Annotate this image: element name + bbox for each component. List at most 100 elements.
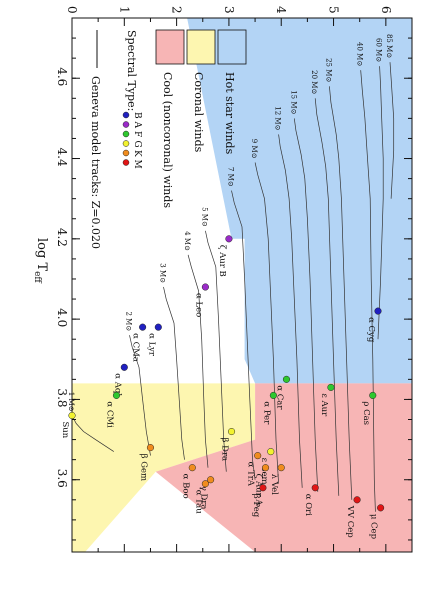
track-11 bbox=[163, 286, 185, 460]
x-tick-label: 3.6 bbox=[55, 469, 69, 488]
star-label: α Tau bbox=[193, 490, 203, 515]
star-label: ε Gem bbox=[259, 458, 269, 485]
star-point bbox=[311, 484, 319, 492]
star-point bbox=[146, 444, 155, 452]
spectral-type-label: F bbox=[132, 131, 142, 137]
region-0 bbox=[187, 18, 412, 384]
star-label: ε Aur bbox=[319, 393, 329, 417]
track-label: 2 M⊙ bbox=[125, 311, 133, 331]
track-label: 25 M⊙ bbox=[324, 58, 332, 82]
track-10 bbox=[187, 254, 209, 468]
track-1 bbox=[377, 66, 384, 340]
star-point bbox=[207, 476, 215, 484]
track-9 bbox=[205, 230, 227, 472]
star-label: β Peg bbox=[251, 494, 261, 518]
spectral-type-dot bbox=[122, 149, 130, 157]
star-point bbox=[154, 323, 162, 331]
x-axis-label: log Teff bbox=[32, 238, 49, 283]
spectral-type-title: Spectral Type: bbox=[125, 30, 138, 111]
track-7 bbox=[254, 162, 279, 484]
star-point bbox=[282, 375, 291, 383]
legend-swatch bbox=[217, 29, 247, 65]
star-label: α Ori bbox=[303, 494, 313, 516]
axis-ticks: 0 1 2 3 4 5 6 4.6 4.4 4.2 4.0 3.8 3.6 bbox=[55, 6, 412, 552]
star-point bbox=[188, 464, 196, 472]
track-13 bbox=[71, 415, 114, 452]
x-tick-label: 4.2 bbox=[55, 228, 69, 247]
model-tracks: 85 M⊙60 M⊙ 40 M⊙ 25 M⊙ 20 M⊙ 15 M⊙ 12 M⊙ 9 M⊙ 7… bbox=[67, 34, 395, 512]
star-point bbox=[327, 383, 335, 391]
legend-region-label: Hot star winds bbox=[223, 72, 236, 155]
track-label: 5 M⊙ bbox=[200, 207, 208, 227]
star-label: α Lyr bbox=[146, 333, 156, 357]
star-label: γ Dra bbox=[199, 486, 209, 510]
star-label: α Leo bbox=[193, 293, 203, 317]
star-label: VV Cep bbox=[345, 505, 355, 539]
star-label: α Cyg bbox=[366, 317, 376, 343]
x-tick-label: 4.4 bbox=[55, 148, 69, 167]
spectral-type-label: A bbox=[132, 121, 142, 129]
spectral-type-label: G bbox=[132, 141, 142, 148]
track-label: 85 M⊙ bbox=[385, 34, 393, 58]
star-point bbox=[374, 307, 382, 315]
star-point bbox=[267, 448, 275, 456]
x-tick-label: 4.0 bbox=[55, 308, 69, 327]
y-tick-label: 0 bbox=[65, 6, 79, 14]
track-label: 40 M⊙ bbox=[356, 42, 364, 66]
spectral-type-dot bbox=[122, 130, 130, 138]
track-label: 60 M⊙ bbox=[375, 38, 383, 62]
spectral-type-dot bbox=[122, 121, 130, 128]
star-label: ζ Aur B bbox=[217, 245, 227, 277]
star-point bbox=[112, 391, 121, 399]
spectral-type-dot bbox=[122, 159, 130, 166]
y-tick-label: 4 bbox=[274, 6, 288, 14]
star-point bbox=[254, 452, 262, 460]
spectral-type-dot bbox=[122, 111, 130, 119]
star-point bbox=[269, 391, 277, 399]
star-point bbox=[261, 464, 270, 472]
star-point bbox=[201, 480, 209, 488]
track-5 bbox=[293, 118, 319, 492]
star-point bbox=[377, 504, 385, 512]
track-legend-label: Geneva model tracks: Z=0.020 bbox=[89, 76, 102, 249]
star-point bbox=[201, 283, 209, 291]
star-point bbox=[68, 411, 76, 420]
star-point bbox=[353, 496, 361, 504]
plot-frame bbox=[71, 17, 413, 553]
spectral-type-dot bbox=[122, 140, 130, 147]
star-point bbox=[120, 363, 128, 371]
track-label: 4 M⊙ bbox=[183, 231, 191, 251]
legend-swatch bbox=[155, 29, 185, 65]
x-tick-label: 3.8 bbox=[55, 388, 69, 407]
region-1 bbox=[72, 383, 256, 552]
track-0 bbox=[389, 62, 395, 199]
track-2 bbox=[360, 70, 376, 512]
star-label: Sun bbox=[60, 421, 70, 438]
legend: Hot star winds Coronal winds Cool (noncoro… bbox=[89, 29, 247, 249]
x-tick-label: 4.6 bbox=[55, 67, 69, 86]
legend-region-label: Coronal winds bbox=[192, 72, 205, 153]
spectral-type-label: B bbox=[132, 112, 142, 119]
star-label: μ Cep bbox=[369, 514, 379, 540]
track-4 bbox=[314, 98, 340, 496]
star-label: ζ Aur A bbox=[254, 474, 264, 507]
track-8 bbox=[231, 190, 256, 480]
star-label: β Gem bbox=[138, 454, 148, 482]
star-point bbox=[277, 464, 285, 472]
legend-swatch bbox=[186, 29, 216, 65]
legend-region-label: Cool (noncoronal) winds bbox=[161, 72, 174, 208]
star-label: α Aql bbox=[112, 373, 122, 396]
track-label: 1 M⊙ bbox=[67, 392, 75, 412]
star-label: ρ Cas bbox=[361, 401, 371, 425]
track-12 bbox=[129, 335, 151, 456]
y-tick-label: 6 bbox=[379, 6, 393, 14]
star-label: α CMa bbox=[131, 333, 141, 362]
track-6 bbox=[278, 134, 303, 488]
track-label: 3 M⊙ bbox=[159, 263, 167, 283]
star-point bbox=[369, 391, 377, 399]
star-markers: α Cyg ζ Aur B α Leo α CMa α Lyr α Aql α CMi Sun… bbox=[60, 235, 385, 540]
star-label: α Per bbox=[261, 401, 271, 425]
y-tick-label: 3 bbox=[222, 6, 236, 14]
track-label: 20 M⊙ bbox=[310, 70, 318, 94]
